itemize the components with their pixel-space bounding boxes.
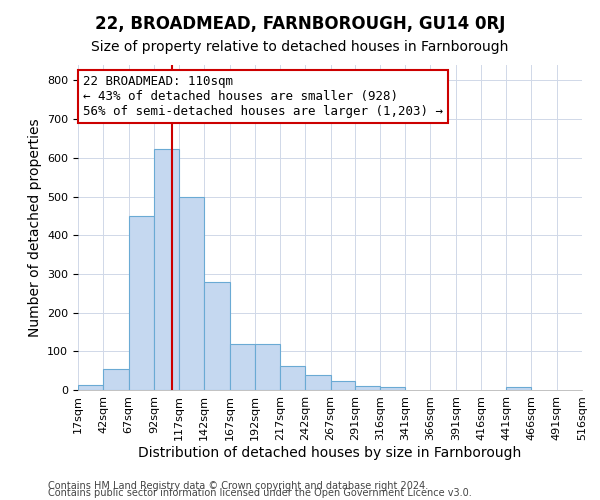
Y-axis label: Number of detached properties: Number of detached properties bbox=[28, 118, 41, 337]
Bar bbox=[255, 344, 280, 390]
Bar bbox=[331, 381, 355, 390]
Bar bbox=[230, 344, 255, 390]
Bar bbox=[128, 216, 154, 390]
Bar bbox=[78, 386, 103, 390]
X-axis label: Distribution of detached houses by size in Farnborough: Distribution of detached houses by size … bbox=[139, 446, 521, 460]
Text: 22 BROADMEAD: 110sqm
← 43% of detached houses are smaller (928)
56% of semi-deta: 22 BROADMEAD: 110sqm ← 43% of detached h… bbox=[83, 74, 443, 118]
Text: Contains public sector information licensed under the Open Government Licence v3: Contains public sector information licen… bbox=[48, 488, 472, 498]
Text: Size of property relative to detached houses in Farnborough: Size of property relative to detached ho… bbox=[91, 40, 509, 54]
Bar bbox=[103, 368, 128, 390]
Bar bbox=[355, 386, 380, 390]
Text: Contains HM Land Registry data © Crown copyright and database right 2024.: Contains HM Land Registry data © Crown c… bbox=[48, 481, 428, 491]
Bar bbox=[380, 387, 405, 390]
Bar bbox=[154, 149, 179, 390]
Bar bbox=[204, 282, 230, 390]
Bar bbox=[506, 387, 532, 390]
Bar bbox=[305, 376, 331, 390]
Text: 22, BROADMEAD, FARNBOROUGH, GU14 0RJ: 22, BROADMEAD, FARNBOROUGH, GU14 0RJ bbox=[95, 15, 505, 33]
Bar bbox=[280, 366, 305, 390]
Bar bbox=[179, 196, 204, 390]
